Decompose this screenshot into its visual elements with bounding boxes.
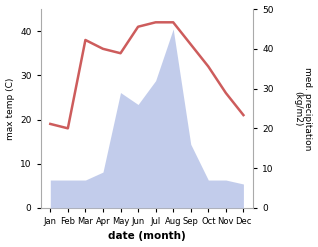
Y-axis label: med. precipitation
(kg/m2): med. precipitation (kg/m2) bbox=[293, 67, 313, 150]
Y-axis label: max temp (C): max temp (C) bbox=[5, 77, 15, 140]
X-axis label: date (month): date (month) bbox=[108, 231, 186, 242]
